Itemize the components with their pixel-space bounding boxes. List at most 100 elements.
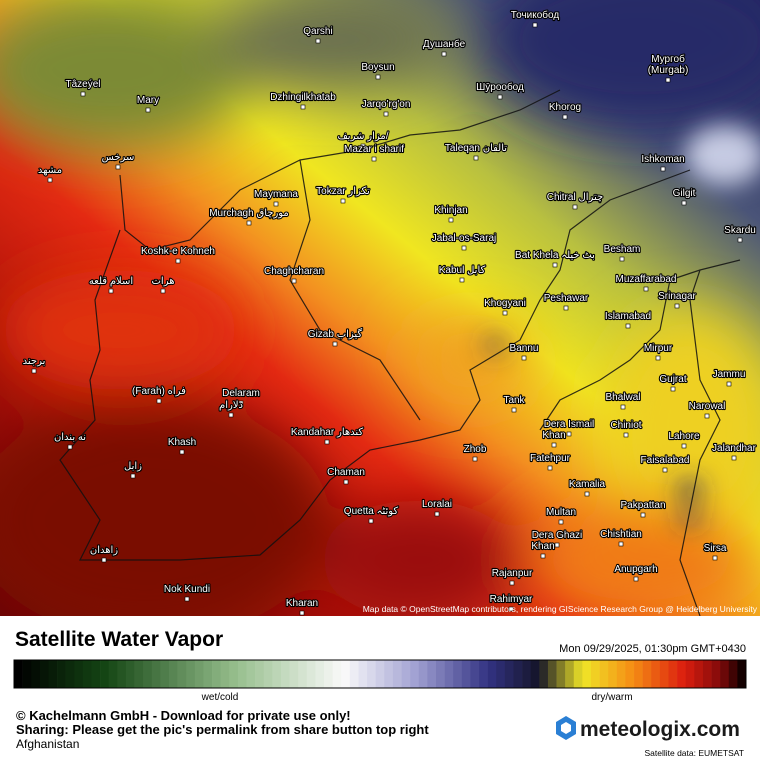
low-label: wet/cold [201, 692, 239, 703]
place-label: Delaram [222, 388, 260, 399]
place-marker [67, 444, 73, 450]
place-label: زاهدان [90, 545, 118, 556]
place-marker [655, 355, 661, 361]
colorbar-cell [418, 660, 428, 688]
colorbar-cell [117, 660, 127, 688]
place-label: Multan [546, 507, 576, 518]
place-label: نه بندان [54, 432, 86, 443]
place-marker [473, 155, 479, 161]
map-attribution: Map data © OpenStreetMap contributors, r… [363, 604, 758, 614]
borders [59, 89, 741, 616]
place-label: Rahimyar [490, 594, 533, 605]
colorbar-cell [82, 660, 92, 688]
place-label: Chitral چترال [547, 192, 603, 203]
colorbar-cell [625, 660, 635, 688]
colorbar-cell [470, 660, 480, 688]
place-marker [360, 143, 366, 149]
place-label: مشهد [38, 165, 62, 176]
colorbar-cell [134, 660, 144, 688]
place-label: Lahore [668, 431, 700, 442]
colorbar-cell [634, 660, 643, 688]
place-marker [737, 237, 743, 243]
colorbar-cell [487, 660, 497, 688]
place-marker [368, 518, 374, 524]
colorbar-cell [711, 660, 721, 688]
place-label: Rajanpur [492, 568, 533, 579]
place-label: Chaman [327, 467, 365, 478]
colorbar-cell [651, 660, 661, 688]
place-label: Maymana [254, 189, 298, 200]
place-label: Ishkoman [641, 154, 684, 165]
high-label: dry/warm [591, 692, 632, 703]
place-label: Tank [503, 395, 525, 406]
place-marker [238, 400, 244, 406]
place-label: Jarqo'rg'on [362, 99, 411, 110]
place-marker [584, 491, 590, 497]
timestamp: Mon 09/29/2025, 01:30pm GMT+0430 [559, 643, 746, 655]
place-marker [47, 177, 53, 183]
colorbar-cell [384, 660, 394, 688]
colorbar-cell [349, 660, 359, 688]
place-marker [179, 449, 185, 455]
place-marker [291, 278, 297, 284]
colorbar-cell [728, 660, 738, 688]
place-label: Narowal [689, 401, 726, 412]
colorbar-cell [332, 660, 342, 688]
vapor-patches [0, 0, 760, 616]
place-label: سرخس [102, 152, 135, 163]
place-marker [472, 456, 478, 462]
place-marker [625, 323, 631, 329]
legend-panel: Satellite Water Vapor Mon 09/29/2025, 01… [13, 628, 747, 758]
colorbar-cell [74, 660, 84, 688]
colorbar-cell [65, 660, 75, 688]
place-label: Kamalia [569, 479, 606, 490]
colorbar-cell [608, 660, 618, 688]
place-marker [726, 381, 732, 387]
place-marker [619, 256, 625, 262]
place-marker [562, 114, 568, 120]
colorbar-cell [435, 660, 445, 688]
place-marker [508, 606, 514, 612]
place-label: Jalandhar [712, 443, 757, 454]
place-label: Chiniot [610, 420, 641, 431]
colorbar-cell [203, 660, 213, 688]
place-marker [228, 412, 234, 418]
place-label: دلارام [219, 400, 243, 411]
place-marker [540, 553, 546, 559]
place-label: مزار شریف/ [337, 131, 388, 142]
place-marker [448, 217, 454, 223]
place-marker [441, 51, 447, 57]
place-label: Khan [542, 430, 565, 441]
place-label: Khan [531, 541, 554, 552]
place-label: Anupgarh [614, 564, 657, 575]
place-label: Gilgit [673, 188, 696, 199]
place-marker [509, 580, 515, 586]
place-label: Sirsa [704, 543, 727, 554]
place-marker [660, 166, 666, 172]
place-label: Skardu [724, 225, 756, 236]
colorbar-cell [220, 660, 230, 688]
colorbar-cell [565, 660, 575, 688]
place-marker [552, 262, 558, 268]
colorbar-cell [298, 660, 308, 688]
place-label: Islamabad [605, 311, 651, 322]
place-marker [383, 111, 389, 117]
place-marker [681, 200, 687, 206]
place-label: Dera Ghazi [532, 530, 583, 541]
colorbar-cell [573, 660, 583, 688]
place-label: Tokzar تکزار [316, 186, 370, 197]
colorbar-cell [375, 660, 385, 688]
place-marker [324, 439, 330, 445]
place-marker [343, 479, 349, 485]
colorbar-cell [169, 660, 178, 688]
place-label: Kabul کابل [439, 265, 486, 276]
place-label: Jammu [713, 369, 746, 380]
place-marker [623, 432, 629, 438]
colorbar-cell [151, 660, 161, 688]
place-label: Khorog [549, 102, 581, 113]
place-label: (Farah) فراه [132, 386, 186, 397]
place-marker [315, 38, 321, 44]
place-marker [299, 610, 305, 616]
place-label: برجند [23, 356, 46, 367]
